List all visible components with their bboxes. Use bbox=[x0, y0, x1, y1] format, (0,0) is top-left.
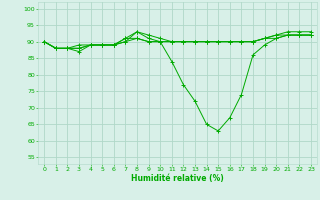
X-axis label: Humidité relative (%): Humidité relative (%) bbox=[131, 174, 224, 183]
